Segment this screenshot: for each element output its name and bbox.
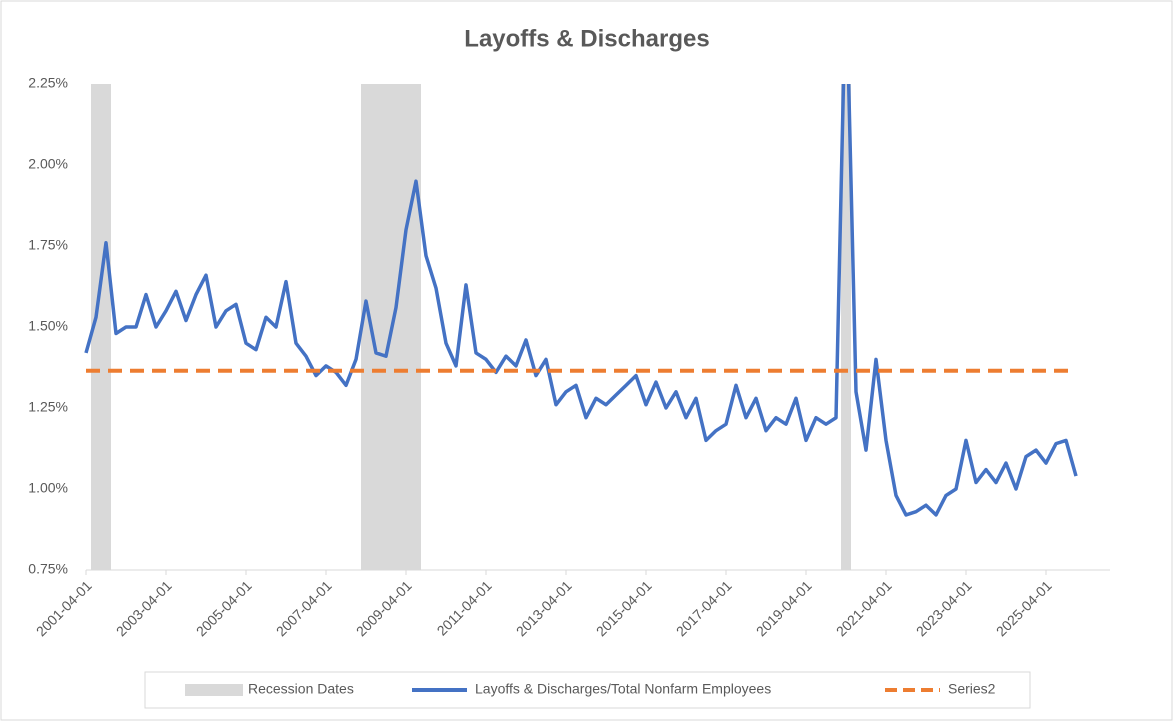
recession-bar — [101, 84, 111, 570]
data-line — [84, 84, 1078, 517]
recession-bar — [91, 84, 101, 570]
legend-label: Recession Dates — [248, 681, 354, 697]
legend-label: Series2 — [948, 681, 996, 697]
recession-bar — [391, 84, 401, 570]
legend-label: Layoffs & Discharges/Total Nonfarm Emplo… — [475, 681, 771, 697]
y-tick-label: 1.50% — [28, 318, 68, 334]
chart-title: Layoffs & Discharges — [464, 25, 709, 52]
recession-bar — [381, 84, 391, 570]
y-tick-label: 2.25% — [28, 75, 68, 91]
recession-bar — [371, 84, 381, 570]
recession-bar — [841, 84, 851, 570]
recession-bar — [361, 84, 371, 570]
y-tick-label: 2.00% — [28, 156, 68, 172]
legend-swatch — [185, 684, 243, 696]
y-tick-label: 1.00% — [28, 480, 68, 496]
recession-bar — [411, 84, 421, 570]
y-tick-label: 0.75% — [28, 561, 68, 577]
y-tick-label: 1.75% — [28, 237, 68, 253]
legend-box — [144, 671, 1031, 709]
recession-bar — [401, 84, 411, 570]
y-tick-label: 1.25% — [28, 399, 68, 415]
